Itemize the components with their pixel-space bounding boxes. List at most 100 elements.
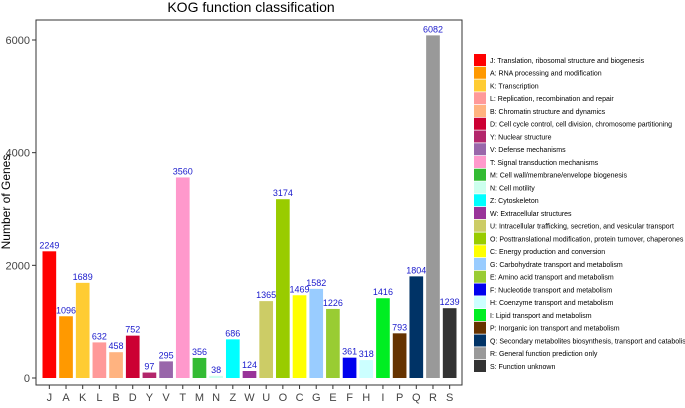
bar-O (276, 199, 290, 378)
value-label-W: 124 (242, 360, 257, 370)
value-label-B: 458 (109, 341, 124, 351)
value-label-I: 1416 (373, 287, 393, 297)
bar-A (59, 316, 73, 378)
x-tick-label-N: N (212, 392, 220, 404)
value-label-S: 1239 (440, 297, 460, 307)
legend-swatch-C (474, 245, 486, 258)
bar-V (159, 361, 173, 378)
bar-P (392, 333, 407, 378)
bar-E (326, 308, 340, 378)
x-tick-label-T: T (179, 392, 186, 404)
x-tick-label-L: L (96, 392, 102, 404)
x-tick-label-O: O (279, 392, 288, 404)
value-label-P: 793 (392, 322, 407, 332)
x-tick-label-H: H (362, 392, 370, 404)
legend-swatch-R (474, 347, 486, 360)
legend-swatch-O (474, 232, 486, 245)
x-tick-label-V: V (162, 392, 170, 404)
value-label-Z: 686 (225, 328, 240, 338)
value-label-J: 2249 (39, 240, 59, 250)
x-tick-label-G: G (312, 392, 321, 404)
x-tick-label-Q: Q (412, 392, 421, 404)
bar-Z (225, 339, 240, 378)
legend-label-K: K: Transcription (490, 83, 539, 90)
y-tick-label: 4000 (6, 148, 30, 160)
x-tick-label-S: S (446, 392, 453, 404)
x-tick-label-M: M (195, 392, 204, 404)
legend-label-Q: Q: Secondary metabolites biosynthesis, t… (490, 338, 685, 345)
legend-swatch-W (474, 207, 486, 219)
bar-R (426, 35, 440, 378)
legend-swatch-I (474, 309, 486, 321)
x-tick-label-D: D (129, 392, 137, 404)
legend-swatch-D (474, 117, 486, 130)
legend-swatch-J (474, 54, 486, 66)
value-label-O: 3174 (273, 188, 293, 198)
x-tick-label-K: K (79, 392, 87, 404)
legend-label-J: J: Translation, ribosomal structure and … (490, 58, 645, 65)
x-tick-label-B: B (112, 392, 119, 404)
x-tick-label-Y: Y (146, 392, 154, 404)
x-tick-label-I: I (381, 392, 384, 404)
bar-U (259, 301, 274, 378)
x-tick-label-J: J (47, 392, 53, 404)
value-label-C: 1469 (290, 284, 310, 294)
legend-label-W: W: Extracellular structures (490, 211, 572, 218)
legend-swatch-L (474, 92, 486, 105)
bar-B (109, 352, 123, 378)
legend-label-A: A: RNA processing and modification (490, 71, 602, 78)
bar-F (342, 357, 357, 378)
legend-label-T: T: Signal transduction mechanisms (490, 160, 599, 167)
legend-label-F: F: Nucleotide transport and metabolism (490, 287, 612, 294)
bar-M (192, 357, 207, 378)
legend-swatch-A (474, 66, 486, 79)
value-label-M: 356 (192, 347, 207, 357)
legend-swatch-N (474, 181, 486, 194)
bar-L (92, 342, 107, 378)
legend-label-N: N: Cell motility (490, 185, 535, 192)
value-label-N: 38 (211, 365, 221, 375)
bar-W (242, 371, 257, 378)
plot-panel (35, 19, 463, 386)
bar-D (125, 335, 140, 378)
value-label-F: 361 (342, 347, 357, 357)
value-label-K: 1689 (73, 272, 93, 282)
legend-swatch-F (474, 283, 486, 296)
chart-title: KOG function classification (167, 0, 334, 15)
legend-swatch-S (474, 360, 486, 372)
bar-I (376, 298, 390, 378)
value-label-Y: 97 (144, 362, 154, 372)
legend-label-D: D: Cell cycle control, cell division, ch… (490, 122, 672, 129)
x-tick-label-A: A (62, 392, 70, 404)
legend-swatch-B (474, 105, 486, 117)
bar-series (42, 35, 457, 378)
value-label-U: 1365 (256, 290, 276, 300)
bar-C (292, 295, 307, 378)
x-tick-label-U: U (262, 392, 270, 404)
x-tick-label-E: E (329, 392, 336, 404)
y-axis-label: Number of Genes (0, 155, 13, 250)
y-tick-label: 2000 (6, 260, 30, 272)
legend-label-C: C: Energy production and conversion (490, 249, 605, 256)
value-label-R: 6082 (423, 24, 443, 34)
bar-Q (409, 276, 424, 378)
value-label-Q: 1804 (406, 265, 426, 275)
value-label-D: 752 (125, 325, 140, 335)
legend-swatch-U (474, 219, 486, 232)
legend-label-Z: Z: Cytoskeleton (490, 198, 539, 205)
legend-label-R: R: General function prediction only (490, 351, 598, 358)
legend-label-V: V: Defense mechanisms (490, 147, 566, 154)
legend-swatch-Y (474, 130, 486, 143)
bar-N (209, 375, 223, 378)
y-tick-label: 6000 (6, 35, 30, 47)
legend-swatch-Q (474, 334, 486, 347)
legend-label-I: I: Lipid transport and metabolism (490, 313, 592, 320)
legend-label-P: P: Inorganic ion transport and metabolis… (490, 326, 620, 333)
legend-label-B: B: Chromatin structure and dynamics (490, 109, 606, 116)
legend-label-L: L: Replication, recombination and repair (490, 96, 614, 103)
legend-label-M: M: Cell wall/membrane/envelope biogenesi… (490, 173, 627, 180)
value-label-L: 632 (92, 331, 107, 341)
